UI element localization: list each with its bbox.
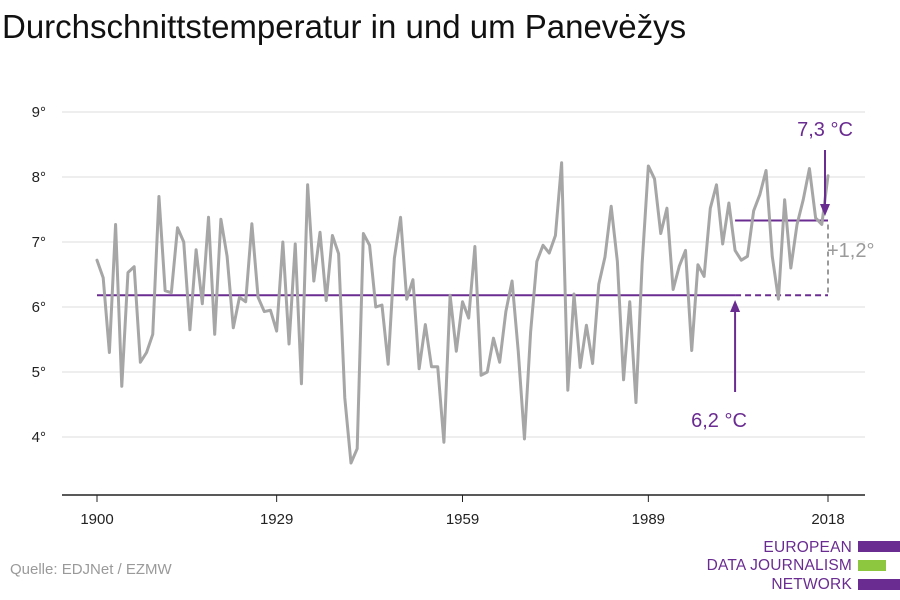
annotations: 7,3 °C 6,2 °C +1,2° [691, 119, 874, 432]
edjnet-logo: EUROPEAN DATA JOURNALISM NETWORK [700, 536, 900, 596]
y-tick-label: 6° [32, 299, 46, 316]
y-tick-label: 5° [32, 364, 46, 381]
recent-mean-label: 7,3 °C [797, 119, 853, 141]
x-tick-label: 1900 [80, 511, 113, 528]
x-tick-label: 1989 [632, 511, 665, 528]
baseline-mean-arrow-head [730, 300, 741, 312]
y-tick-label: 9° [32, 104, 46, 121]
logo-bar-purple-top [858, 541, 900, 552]
y-tick-label: 7° [32, 234, 46, 251]
x-tick-label: 2018 [811, 511, 844, 528]
series-layer [95, 161, 830, 465]
y-tick-label: 8° [32, 169, 46, 186]
logo-bar-green [858, 560, 886, 571]
x-tick-label: 1959 [446, 511, 479, 528]
chart-title: Durchschnittstemperatur in und um Panevė… [2, 8, 687, 45]
baseline-mean-label: 6,2 °C [691, 410, 747, 432]
logo-line-2: DATA JOURNALISM [706, 557, 852, 574]
gridlines [62, 111, 865, 438]
recent-mean-arrow-head [820, 204, 830, 216]
axes: 4° 5° 6° 7° 8° 9° 1900 1929 1959 1989 2018 [32, 104, 865, 528]
logo-line-1: EUROPEAN [763, 539, 852, 556]
source-note: Quelle: EDJNet / EZMW [10, 561, 172, 578]
logo-bar-purple-bottom [858, 579, 900, 590]
temperature-line-chart: 4° 5° 6° 7° 8° 9° 1900 1929 1959 1989 2018 7,3 °C 6… [32, 104, 875, 528]
logo-line-3: NETWORK [771, 576, 852, 593]
difference-label: +1,2° [827, 240, 874, 262]
x-tick-label: 1929 [260, 511, 293, 528]
temperature-series-line [95, 161, 830, 465]
y-tick-label: 4° [32, 429, 46, 446]
